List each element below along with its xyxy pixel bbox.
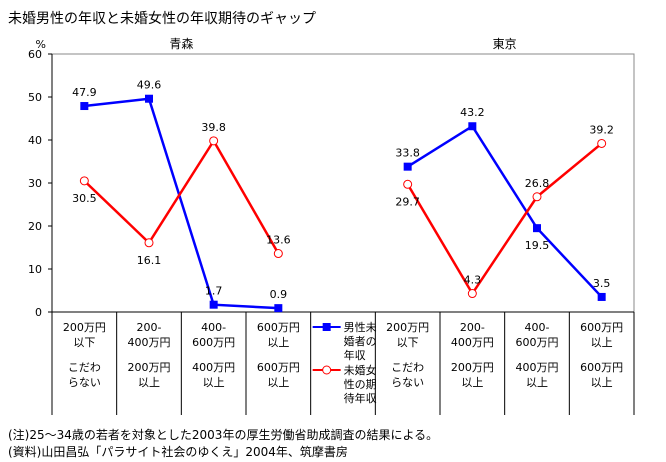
legend-label: 婚者の bbox=[344, 334, 377, 348]
data-label: 4.3 bbox=[464, 274, 482, 287]
data-point-circle bbox=[144, 238, 154, 248]
x-tick-label: 以上 bbox=[461, 376, 483, 389]
x-tick-label: 以上 bbox=[138, 376, 160, 389]
x-tick-label: 以上 bbox=[591, 376, 613, 389]
x-tick-label: 400万円 bbox=[451, 336, 494, 349]
x-tick-label: 400万円 bbox=[192, 361, 235, 374]
data-label: 16.1 bbox=[137, 254, 162, 267]
panel-title: 東京 bbox=[493, 37, 517, 51]
x-tick-label: 200万円 bbox=[451, 361, 494, 374]
y-tick-label: 10 bbox=[28, 263, 42, 276]
data-point-square bbox=[597, 292, 606, 301]
data-label: 19.5 bbox=[525, 239, 550, 252]
legend-circle-marker bbox=[322, 365, 332, 375]
data-point-circle bbox=[403, 179, 413, 189]
x-tick-label: 600万円 bbox=[257, 361, 300, 374]
y-tick-label: 40 bbox=[28, 134, 42, 147]
x-tick-label: 400万円 bbox=[128, 336, 171, 349]
x-tick-label: 600万円 bbox=[192, 336, 235, 349]
y-tick-label: 20 bbox=[28, 220, 42, 233]
data-label: 39.2 bbox=[589, 123, 614, 136]
data-point-square bbox=[533, 224, 541, 233]
data-point-circle bbox=[532, 192, 542, 202]
data-point-square bbox=[80, 102, 89, 111]
legend-label: 待年収 bbox=[344, 391, 377, 405]
series-line bbox=[83, 138, 280, 255]
x-tick-label: 200万円 bbox=[128, 361, 171, 374]
x-tick-label: 400万円 bbox=[516, 361, 559, 374]
data-point-square bbox=[145, 94, 153, 103]
panel-title: 青森 bbox=[169, 36, 193, 51]
legend-label: 未婚女 bbox=[344, 363, 377, 377]
data-point-square bbox=[403, 162, 412, 171]
note-text: (注)25～34歳の若者を対象とした2003年の厚生労働省助成調査の結果による。 bbox=[8, 428, 439, 442]
data-point-square bbox=[274, 304, 283, 313]
x-tick-label: 以下 bbox=[397, 336, 419, 349]
x-tick-label: 600万円 bbox=[516, 336, 559, 349]
data-point-circle bbox=[209, 136, 219, 146]
x-tick-label: らない bbox=[391, 376, 424, 389]
x-tick-label: 以上 bbox=[203, 376, 225, 389]
data-label: 29.7 bbox=[395, 195, 420, 208]
x-tick-label: 600万円 bbox=[580, 361, 623, 374]
x-tick-label: こだわ bbox=[68, 361, 101, 374]
x-tick-label: 200万円 bbox=[63, 321, 106, 334]
x-tick-label: 400- bbox=[201, 321, 226, 334]
legend-label: 性の期 bbox=[344, 377, 377, 391]
y-tick-label: 50 bbox=[28, 91, 42, 104]
y-axis-unit: % bbox=[36, 38, 46, 51]
data-label: 43.2 bbox=[460, 106, 485, 119]
legend-label: 年収 bbox=[344, 348, 366, 362]
x-tick-label: 以下 bbox=[73, 336, 95, 349]
x-tick-label: 200万円 bbox=[386, 321, 429, 334]
data-label: 39.8 bbox=[201, 121, 226, 134]
data-label: 0.9 bbox=[270, 288, 288, 301]
data-point-circle bbox=[79, 176, 89, 186]
data-label: 33.8 bbox=[395, 147, 420, 160]
series-line bbox=[84, 97, 279, 310]
x-tick-label: 以上 bbox=[267, 376, 289, 389]
x-tick-label: こだわ bbox=[391, 361, 424, 374]
data-label: 1.7 bbox=[205, 285, 223, 298]
y-tick-label: 30 bbox=[28, 177, 42, 190]
x-tick-label: 200- bbox=[460, 321, 485, 334]
x-tick-label: 600万円 bbox=[257, 321, 300, 334]
data-point-square bbox=[209, 300, 218, 309]
chart-title: 未婚男性の年収と未婚女性の年収期待のギャップ bbox=[8, 11, 316, 27]
y-tick-label: 0 bbox=[35, 306, 42, 319]
data-label: 47.9 bbox=[72, 86, 97, 99]
data-point-circle bbox=[467, 289, 477, 299]
data-point-circle bbox=[597, 138, 607, 148]
x-tick-label: 以上 bbox=[591, 336, 613, 349]
x-tick-label: 以上 bbox=[526, 376, 548, 389]
series-line bbox=[406, 142, 603, 296]
legend-square-marker bbox=[322, 323, 331, 331]
x-tick-label: らない bbox=[68, 376, 101, 389]
legend-label: 男性未 bbox=[344, 320, 377, 334]
x-tick-label: 400- bbox=[525, 321, 550, 334]
data-label: 49.6 bbox=[137, 79, 162, 92]
data-label: 3.5 bbox=[593, 277, 611, 290]
y-tick-label: 60 bbox=[28, 48, 42, 61]
x-tick-label: 以上 bbox=[267, 336, 289, 349]
data-label: 26.8 bbox=[525, 177, 550, 190]
data-point-circle bbox=[273, 249, 283, 259]
x-tick-label: 200- bbox=[137, 321, 162, 334]
data-label: 13.6 bbox=[266, 234, 291, 247]
data-point-square bbox=[468, 122, 477, 131]
data-label: 30.5 bbox=[72, 192, 97, 205]
source-text: (資料)山田昌弘「パラサイト社会のゆくえ」2004年、筑摩書房 bbox=[8, 445, 348, 459]
series-line bbox=[407, 124, 603, 298]
x-tick-label: 600万円 bbox=[580, 321, 623, 334]
